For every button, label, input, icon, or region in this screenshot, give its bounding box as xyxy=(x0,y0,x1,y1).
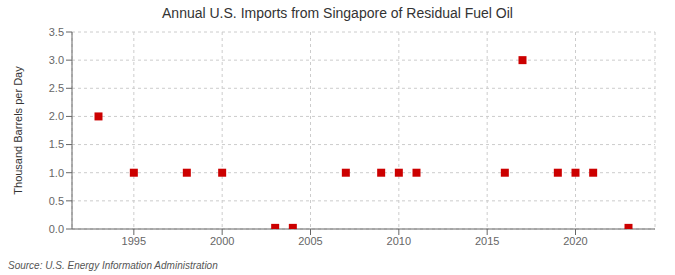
svg-text:Thousand Barrels per Day: Thousand Barrels per Day xyxy=(12,66,24,195)
svg-text:2.5: 2.5 xyxy=(49,82,64,94)
svg-text:2020: 2020 xyxy=(563,235,587,247)
html-text:Source: U.S. Energy Informatio: Source: U.S. Energy Information Administ… xyxy=(8,260,218,271)
svg-text:2010: 2010 xyxy=(387,235,411,247)
svg-text:2015: 2015 xyxy=(475,235,499,247)
svg-text:2.0: 2.0 xyxy=(49,110,64,122)
html-text:Annual U.S. Imports from Singa: Annual U.S. Imports from Singapore of Re… xyxy=(162,5,513,21)
svg-text:0.5: 0.5 xyxy=(49,195,64,207)
svg-text:3.5: 3.5 xyxy=(49,26,64,38)
svg-text:1995: 1995 xyxy=(122,235,146,247)
svg-text:0.0: 0.0 xyxy=(49,223,64,235)
svg-text:2000: 2000 xyxy=(210,235,234,247)
svg-text:2005: 2005 xyxy=(298,235,322,247)
svg-text:1.0: 1.0 xyxy=(49,167,64,179)
svg-text:1.5: 1.5 xyxy=(49,138,64,150)
svg-text:3.0: 3.0 xyxy=(49,54,64,66)
